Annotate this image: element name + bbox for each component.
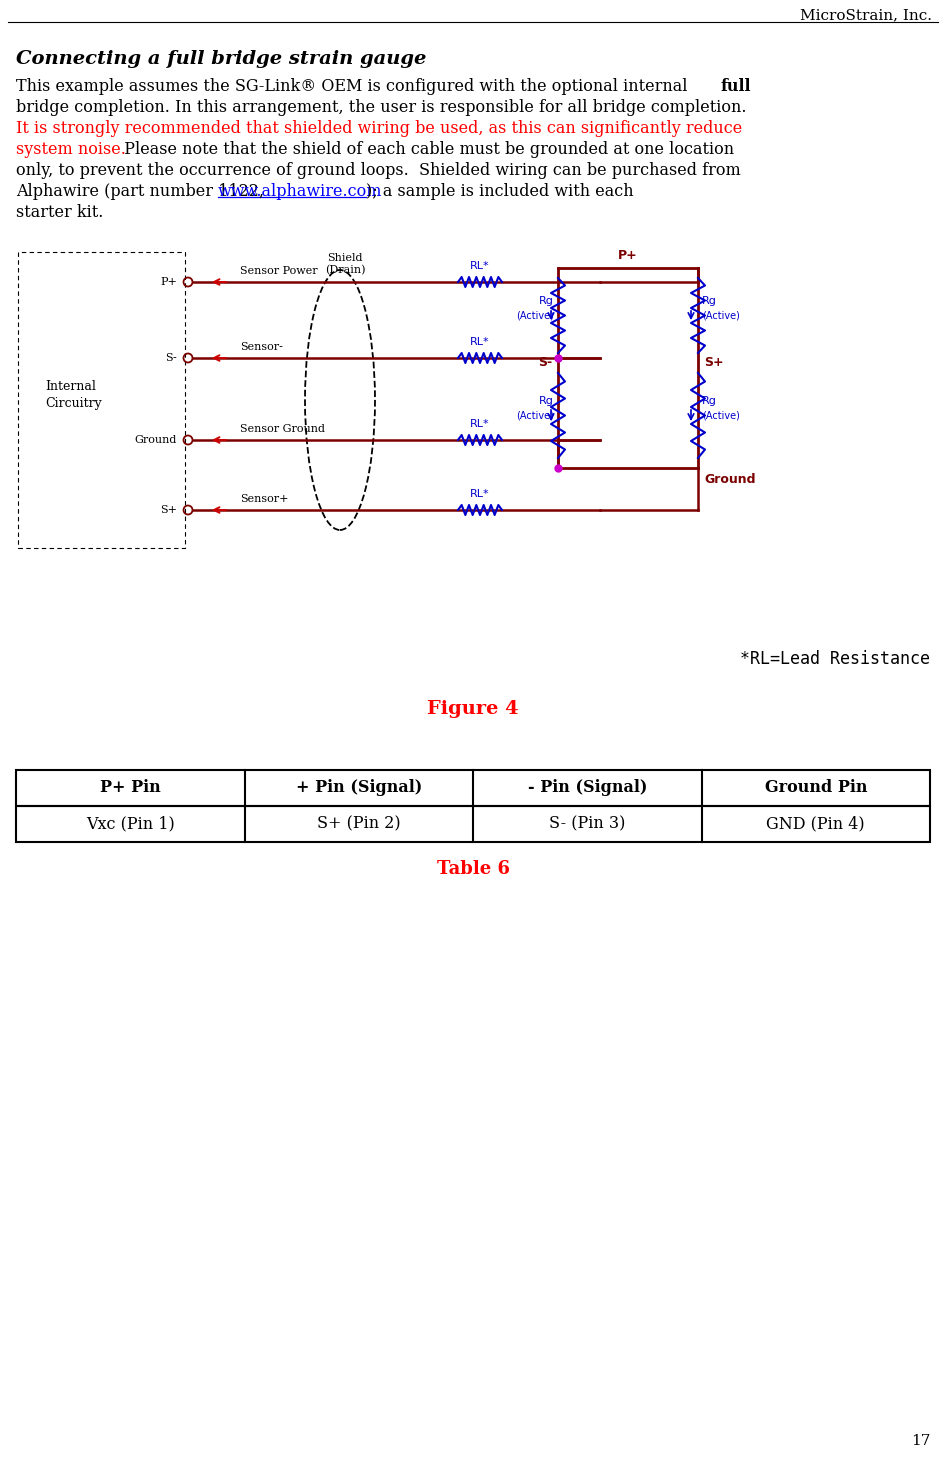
Text: (Active): (Active) [517, 310, 554, 320]
Text: Sensor+: Sensor+ [240, 494, 289, 503]
Text: *RL=Lead Resistance: *RL=Lead Resistance [740, 650, 930, 669]
Text: RL*: RL* [470, 336, 490, 347]
Text: Figure 4: Figure 4 [428, 699, 518, 718]
Text: Rg: Rg [539, 395, 554, 405]
Text: S-: S- [166, 353, 177, 363]
Text: 17: 17 [911, 1434, 930, 1448]
Text: Shield
(Drain): Shield (Drain) [324, 253, 365, 275]
Text: RL*: RL* [470, 260, 490, 271]
Text: + Pin (Signal): + Pin (Signal) [295, 780, 422, 796]
Text: Rg: Rg [702, 395, 717, 405]
Text: Connecting a full bridge strain gauge: Connecting a full bridge strain gauge [16, 50, 427, 67]
Text: RL*: RL* [470, 489, 490, 499]
Text: It is strongly recommended that shielded wiring be used, as this can significant: It is strongly recommended that shielded… [16, 120, 743, 138]
Text: Sensor-: Sensor- [240, 342, 283, 353]
Text: Please note that the shield of each cable must be grounded at one location: Please note that the shield of each cabl… [114, 140, 734, 158]
Text: (Active): (Active) [702, 310, 740, 320]
Text: full: full [720, 78, 750, 95]
Text: only, to prevent the occurrence of ground loops.  Shielded wiring can be purchas: only, to prevent the occurrence of groun… [16, 162, 741, 178]
Text: P+: P+ [160, 277, 177, 287]
Text: S-: S- [538, 357, 552, 370]
Text: Alphawire (part number 1122,: Alphawire (part number 1122, [16, 183, 269, 200]
Text: bridge completion. In this arrangement, the user is responsible for all bridge c: bridge completion. In this arrangement, … [16, 99, 746, 116]
Text: P+: P+ [618, 249, 638, 262]
Bar [16, 770, 930, 806]
Text: This example assumes the SG-Link® OEM is configured with the optional internal: This example assumes the SG-Link® OEM is… [16, 78, 692, 95]
Text: system noise.: system noise. [16, 140, 126, 158]
Text: Rg: Rg [539, 296, 554, 306]
Text: (Active): (Active) [702, 411, 740, 420]
Text: Ground Pin: Ground Pin [764, 780, 867, 796]
Text: Sensor Power: Sensor Power [240, 266, 318, 277]
Text: (Active): (Active) [517, 411, 554, 420]
Text: starter kit.: starter kit. [16, 203, 103, 221]
Text: S+ (Pin 2): S+ (Pin 2) [317, 815, 400, 832]
Text: P+ Pin: P+ Pin [100, 780, 161, 796]
Text: Internal
Circuitry: Internal Circuitry [45, 380, 102, 410]
Text: Sensor Ground: Sensor Ground [240, 424, 325, 435]
Text: Rg: Rg [702, 296, 717, 306]
Text: www.alphawire.com: www.alphawire.com [218, 183, 382, 200]
Bar [18, 252, 185, 549]
Bar [16, 806, 930, 843]
Text: GND (Pin 4): GND (Pin 4) [766, 815, 865, 832]
Text: Table 6: Table 6 [436, 860, 510, 878]
Text: Ground: Ground [704, 473, 756, 486]
Text: S+: S+ [160, 505, 177, 515]
Text: ); a sample is included with each: ); a sample is included with each [366, 183, 634, 200]
Text: Vxc (Pin 1): Vxc (Pin 1) [86, 815, 175, 832]
Text: RL*: RL* [470, 418, 490, 429]
Text: S- (Pin 3): S- (Pin 3) [549, 815, 625, 832]
Text: - Pin (Signal): - Pin (Signal) [528, 780, 647, 796]
Text: MicroStrain, Inc.: MicroStrain, Inc. [800, 7, 932, 22]
Text: Ground: Ground [134, 435, 177, 445]
Text: S+: S+ [704, 357, 724, 370]
